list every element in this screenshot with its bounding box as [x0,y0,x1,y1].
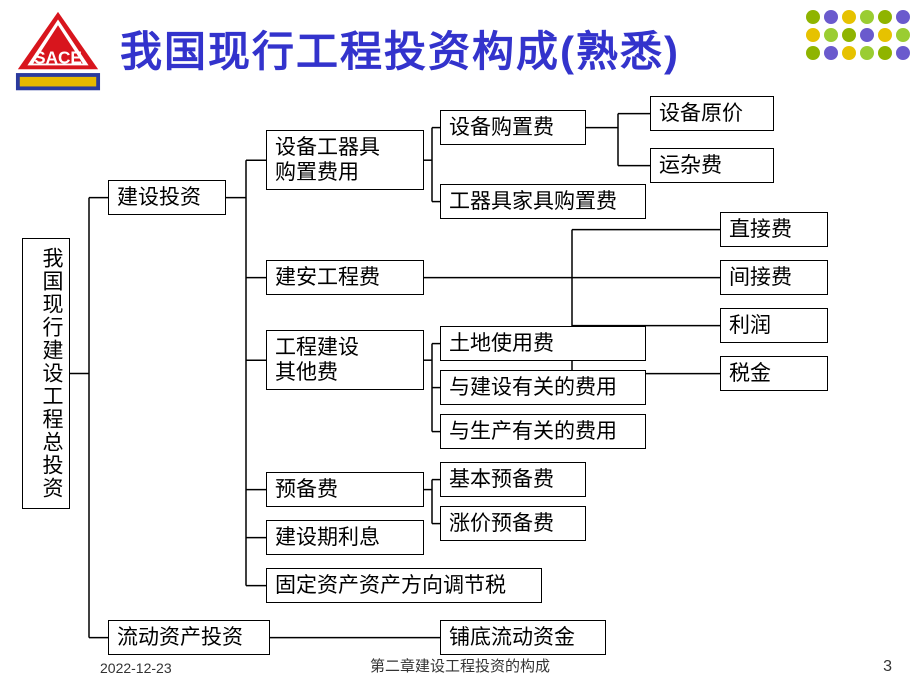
node-l4a2: 运杂费 [650,148,774,183]
sace-logo: SACE [10,10,106,96]
svg-text:SACE: SACE [34,48,82,68]
node-l1a: 建设投资 [108,180,226,215]
node-l4b3: 利润 [720,308,828,343]
slide: SACE 我国现行工程投资构成(熟悉) 我国现行建设工程总投资 建设投资流动资产投… [0,0,920,690]
node-l4b1: 直接费 [720,212,828,247]
node-l2a: 设备工器具 购置费用 [266,130,424,190]
slide-title: 我国现行工程投资构成(熟悉) [120,18,680,79]
footer-page: 3 [883,658,892,676]
node-l4a1: 设备原价 [650,96,774,131]
node-l2d: 预备费 [266,472,424,507]
node-l3c1: 土地使用费 [440,326,646,361]
node-l2f: 固定资产资产方向调节税 [266,568,542,603]
node-l4b4: 税金 [720,356,828,391]
node-l3c2: 与建设有关的费用 [440,370,646,405]
node-l2g: 铺底流动资金 [440,620,606,655]
decorative-dots [806,10,910,64]
node-l2e: 建设期利息 [266,520,424,555]
node-l2b: 建安工程费 [266,260,424,295]
node-l3c3: 与生产有关的费用 [440,414,646,449]
node-l3d1: 基本预备费 [440,462,586,497]
node-l2c: 工程建设 其他费 [266,330,424,390]
node-l1b: 流动资产投资 [108,620,270,655]
node-root: 我国现行建设工程总投资 [22,238,70,509]
footer-center: 第二章建设工程投资的构成 [0,655,920,676]
node-l4b2: 间接费 [720,260,828,295]
node-l3d2: 涨价预备费 [440,506,586,541]
node-l3a2: 工器具家具购置费 [440,184,646,219]
node-l3a1: 设备购置费 [440,110,586,145]
